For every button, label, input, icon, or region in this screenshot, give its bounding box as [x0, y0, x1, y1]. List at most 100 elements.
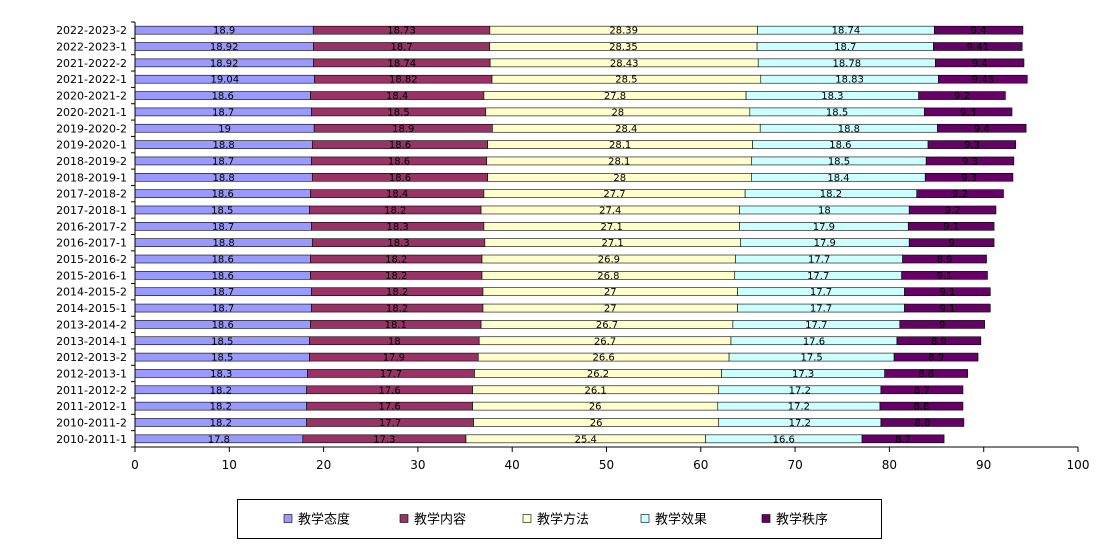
data-label: 18.7 [212, 222, 234, 233]
legend: 教学态度 教学内容 教学方法 教学效果 教学秩序 [237, 499, 882, 539]
bar-教学秩序-2021-2022-1 [938, 74, 1028, 84]
data-label: 18.5 [211, 205, 233, 216]
x-tick-label: 30 [410, 458, 425, 472]
bar-教学秩序-2011-2012-2 [880, 385, 964, 395]
x-tick-label: 60 [693, 458, 708, 472]
data-label: 17.2 [788, 402, 810, 413]
data-label: 26 [589, 402, 602, 413]
data-label: 18.2 [210, 385, 232, 396]
category-label: 2022-2023-1 [56, 41, 127, 54]
data-label: 26.8 [597, 271, 619, 282]
bar-教学秩序-2013-2014-2 [899, 320, 985, 329]
data-label: 8.7 [914, 385, 930, 396]
data-label: 18 [388, 336, 401, 347]
legend-label: 教学效果 [655, 512, 707, 528]
data-label: 8.9 [937, 255, 953, 266]
data-label: 28 [611, 107, 624, 118]
x-tick-label: 100 [1067, 458, 1090, 472]
data-label: 18.6 [212, 255, 234, 266]
bar-教学秩序-2020-2021-2 [918, 91, 1006, 100]
bar-教学秩序-2016-2017-1 [908, 238, 995, 247]
bar-教学秩序-2011-2012-1 [879, 401, 964, 411]
bar-教学秩序-2017-2018-2 [916, 189, 1004, 198]
data-label: 25.4 [575, 434, 597, 445]
data-label: 18.2 [386, 304, 408, 315]
data-label: 9.1 [939, 304, 955, 315]
data-label: 18.8 [213, 140, 235, 151]
data-label: 18.7 [834, 42, 856, 53]
data-label: 18.3 [386, 222, 408, 233]
data-label: 18.2 [820, 189, 842, 200]
category-label: 2019-2020-2 [56, 122, 127, 135]
data-label: 8.8 [914, 418, 930, 429]
data-label: 18.1 [385, 320, 407, 331]
category-label: 2018-2019-2 [56, 155, 127, 168]
data-label: 28.1 [608, 156, 630, 167]
data-label: 18.6 [212, 91, 234, 102]
data-label: 17.7 [810, 287, 832, 298]
data-label: 19.04 [210, 75, 239, 86]
data-label: 17.9 [814, 238, 836, 249]
data-label: 28 [613, 173, 626, 184]
data-label: 9.41 [967, 42, 989, 53]
data-label: 26.7 [594, 336, 616, 347]
data-label: 27.1 [601, 238, 623, 249]
data-label: 18.8 [213, 238, 235, 249]
data-label: 18.83 [835, 75, 864, 86]
category-label: 2014-2015-1 [56, 302, 127, 315]
data-label: 28.1 [609, 140, 631, 151]
bar-教学秩序-2014-2015-1 [904, 303, 991, 313]
x-tick-label: 40 [505, 458, 520, 472]
data-label: 8.7 [895, 434, 911, 445]
data-label: 9.4 [972, 58, 988, 69]
data-label: 18.6 [389, 173, 411, 184]
bar-教学秩序-2016-2017-2 [907, 222, 995, 231]
data-label: 9.2 [945, 205, 961, 216]
category-label: 2022-2023-2 [56, 24, 127, 37]
data-label: 18.2 [210, 402, 232, 413]
axes: 2022-2023-2 2022-2023-1 2021-2022-2 2021-20… [56, 21, 1090, 472]
data-label: 18.7 [212, 304, 234, 315]
data-label: 18.74 [387, 58, 416, 69]
legend-label: 教学内容 [414, 512, 466, 528]
data-label: 18.3 [387, 238, 409, 249]
category-label: 2010-2011-2 [56, 416, 127, 429]
data-label: 18.5 [211, 336, 233, 347]
category-label: 2011-2012-1 [56, 400, 127, 413]
data-label: 18.2 [386, 287, 408, 298]
bar-教学秩序-2022-2023-2 [933, 25, 1024, 35]
data-label: 8.9 [931, 336, 947, 347]
legend-swatch [640, 514, 650, 523]
data-label: 18.7 [212, 287, 234, 298]
category-label: 2010-2011-1 [56, 433, 127, 446]
data-label: 18.9 [392, 124, 414, 135]
data-label: 18.5 [211, 353, 233, 364]
bar-教学秩序-2015-2016-1 [901, 271, 988, 280]
bar-segments: 18.9 18.73 28.39 18.74 9.4 18.92 18.7 28.35 18.7… [134, 25, 1028, 445]
legend-box [237, 499, 882, 539]
bar-教学秩序-2012-2013-1 [884, 369, 968, 378]
data-label: 19 [218, 124, 231, 135]
data-label: 9.1 [937, 271, 953, 282]
bar-教学秩序-2013-2014-1 [896, 336, 982, 346]
data-label: 18.9 [213, 26, 235, 37]
data-label: 17.7 [380, 369, 402, 380]
data-label: 27.4 [599, 205, 621, 216]
x-tick-label: 90 [976, 458, 991, 472]
data-label: 9.3 [960, 107, 976, 118]
data-label: 9.3 [964, 140, 980, 151]
data-label: 26.2 [587, 369, 609, 380]
category-label: 2015-2016-1 [56, 269, 127, 282]
data-label: 17.7 [807, 271, 829, 282]
bar-教学秩序-2014-2015-2 [904, 287, 991, 297]
category-label: 2011-2012-2 [56, 384, 127, 397]
data-label: 17.9 [813, 222, 835, 233]
data-label: 17.2 [789, 418, 811, 429]
data-label: 18.2 [210, 418, 232, 429]
x-tick-label: 10 [222, 458, 237, 472]
category-label: 2017-2018-2 [56, 188, 127, 201]
legend-swatch [522, 514, 532, 523]
data-label: 18.74 [832, 26, 861, 37]
data-label: 18.6 [388, 156, 410, 167]
